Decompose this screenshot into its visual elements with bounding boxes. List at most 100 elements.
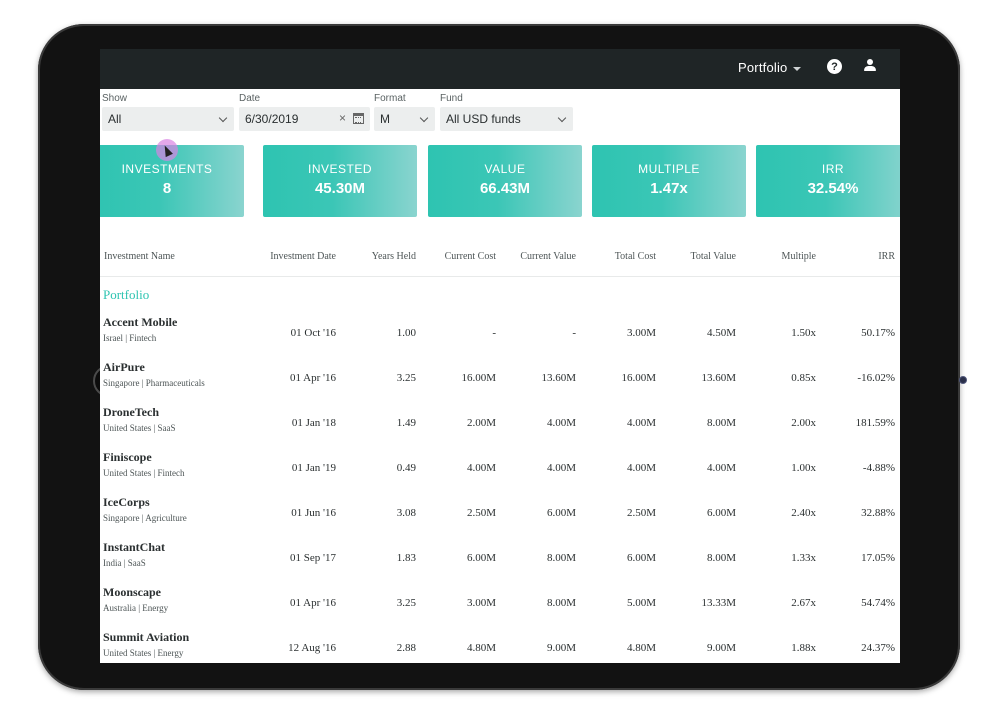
years-held: 0.49 xyxy=(396,462,416,474)
irr: 17.05% xyxy=(861,552,895,564)
calendar-icon[interactable] xyxy=(353,113,364,124)
total-value: 13.60M xyxy=(701,372,736,384)
current-cost: 2.00M xyxy=(466,417,496,429)
kpi-label: VALUE xyxy=(484,162,526,176)
portfolio-menu[interactable]: Portfolio xyxy=(738,60,801,75)
total-value: 4.50M xyxy=(706,327,736,339)
total-cost: 3.00M xyxy=(626,327,656,339)
investment-date: 01 Jun '16 xyxy=(291,507,336,519)
years-held: 3.25 xyxy=(396,372,416,384)
show-select[interactable]: All xyxy=(102,107,234,131)
help-icon[interactable]: ? xyxy=(827,59,842,74)
kpi-value: 1.47x xyxy=(650,180,688,197)
show-label: Show xyxy=(102,93,128,104)
col-years-held[interactable]: Years Held xyxy=(371,251,416,262)
total-value: 4.00M xyxy=(706,462,736,474)
total-value: 8.00M xyxy=(706,417,736,429)
table-row[interactable]: Moonscape Australia | Energy 01 Apr '16 … xyxy=(100,582,900,627)
col-total-value[interactable]: Total Value xyxy=(690,251,737,262)
investment-name: Summit Aviation xyxy=(103,630,190,644)
table-row[interactable]: InstantChat India | SaaS 01 Sep '17 1.83… xyxy=(100,537,900,582)
irr: 50.17% xyxy=(861,327,895,339)
col-multiple[interactable]: Multiple xyxy=(781,251,816,262)
kpi-label: INVESTED xyxy=(307,162,372,176)
show-filter: Show All xyxy=(102,91,234,131)
kpi-value: 66.43M xyxy=(479,180,531,197)
total-cost: 2.50M xyxy=(626,507,656,519)
multiple: 2.00x xyxy=(791,417,816,429)
irr: 54.74% xyxy=(861,597,895,609)
fund-filter: Fund All USD funds xyxy=(440,91,573,131)
investment-meta: India | SaaS xyxy=(103,558,146,568)
total-cost: 16.00M xyxy=(621,372,656,384)
kpi-card-value: VALUE 66.43M xyxy=(428,145,582,217)
format-filter: Format M xyxy=(374,91,435,131)
current-cost: - xyxy=(492,327,496,339)
date-input[interactable]: 6/30/2019 × xyxy=(239,107,370,131)
current-value: 13.60M xyxy=(541,372,576,384)
table-row[interactable]: DroneTech United States | SaaS 01 Jan '1… xyxy=(100,402,900,447)
kpi-value: 8 xyxy=(162,180,172,197)
col-irr[interactable]: IRR xyxy=(878,251,895,262)
current-value: 4.00M xyxy=(546,462,576,474)
investment-name: IceCorps xyxy=(103,495,150,509)
irr: 24.37% xyxy=(861,642,895,654)
multiple: 2.40x xyxy=(791,507,816,519)
multiple: 1.50x xyxy=(791,327,816,339)
col-investment-date[interactable]: Investment Date xyxy=(270,251,336,262)
irr: 181.59% xyxy=(855,417,895,429)
table-row[interactable]: Finiscope United States | Fintech 01 Jan… xyxy=(100,447,900,492)
total-cost: 4.80M xyxy=(626,642,656,654)
user-icon[interactable] xyxy=(863,59,877,73)
irr: 32.88% xyxy=(861,507,895,519)
investment-date: 12 Aug '16 xyxy=(288,642,336,654)
total-cost: 4.00M xyxy=(626,417,656,429)
investment-meta: United States | Energy xyxy=(103,648,184,658)
current-cost: 3.00M xyxy=(466,597,496,609)
investment-name: Finiscope xyxy=(103,450,152,464)
investment-name: InstantChat xyxy=(103,540,166,554)
table-row[interactable]: AirPure Singapore | Pharmaceuticals 01 A… xyxy=(100,357,900,402)
multiple: 2.67x xyxy=(791,597,816,609)
multiple: 0.85x xyxy=(791,372,816,384)
current-cost: 2.50M xyxy=(466,507,496,519)
investment-meta: United States | SaaS xyxy=(103,423,176,433)
fund-select[interactable]: All USD funds xyxy=(440,107,573,131)
date-label: Date xyxy=(239,93,261,104)
investment-date: 01 Apr '16 xyxy=(290,597,336,609)
investment-meta: United States | Fintech xyxy=(103,468,185,478)
table-row[interactable]: Accent Mobile Israel | Fintech 01 Oct '1… xyxy=(100,312,900,357)
multiple: 1.88x xyxy=(791,642,816,654)
col-current-value[interactable]: Current Value xyxy=(520,251,576,262)
col-investment-name[interactable]: Investment Name xyxy=(104,251,175,262)
irr: -16.02% xyxy=(857,372,895,384)
kpi-card-irr: IRR 32.54% xyxy=(756,145,900,217)
fund-label: Fund xyxy=(440,93,463,104)
chevron-down-icon xyxy=(557,113,567,123)
investment-meta: Singapore | Agriculture xyxy=(103,513,187,523)
col-total-cost[interactable]: Total Cost xyxy=(614,251,656,262)
years-held: 1.00 xyxy=(396,327,416,339)
current-value: 8.00M xyxy=(546,552,576,564)
investment-date: 01 Apr '16 xyxy=(290,372,336,384)
clear-icon[interactable]: × xyxy=(338,111,346,125)
current-cost: 16.00M xyxy=(461,372,496,384)
chevron-down-icon xyxy=(419,113,429,123)
format-select[interactable]: M xyxy=(374,107,435,131)
investment-meta: Israel | Fintech xyxy=(103,333,157,343)
table-row[interactable]: IceCorps Singapore | Agriculture 01 Jun … xyxy=(100,492,900,537)
col-current-cost[interactable]: Current Cost xyxy=(444,251,496,262)
chevron-down-icon xyxy=(218,113,228,123)
multiple: 1.33x xyxy=(791,552,816,564)
current-value: 4.00M xyxy=(546,417,576,429)
fund-value: All USD funds xyxy=(446,112,521,126)
filter-bar: Show All Date 6/30/2019 × Format M Fund xyxy=(100,91,900,137)
date-value: 6/30/2019 xyxy=(245,112,299,126)
investment-name: DroneTech xyxy=(103,405,160,419)
investment-date: 01 Sep '17 xyxy=(290,552,336,564)
table-row[interactable]: Summit Aviation United States | Energy 1… xyxy=(100,627,900,663)
investment-name: Accent Mobile xyxy=(103,315,178,329)
investment-meta: Australia | Energy xyxy=(103,603,169,613)
total-cost: 6.00M xyxy=(626,552,656,564)
investment-meta: Singapore | Pharmaceuticals xyxy=(103,378,205,388)
